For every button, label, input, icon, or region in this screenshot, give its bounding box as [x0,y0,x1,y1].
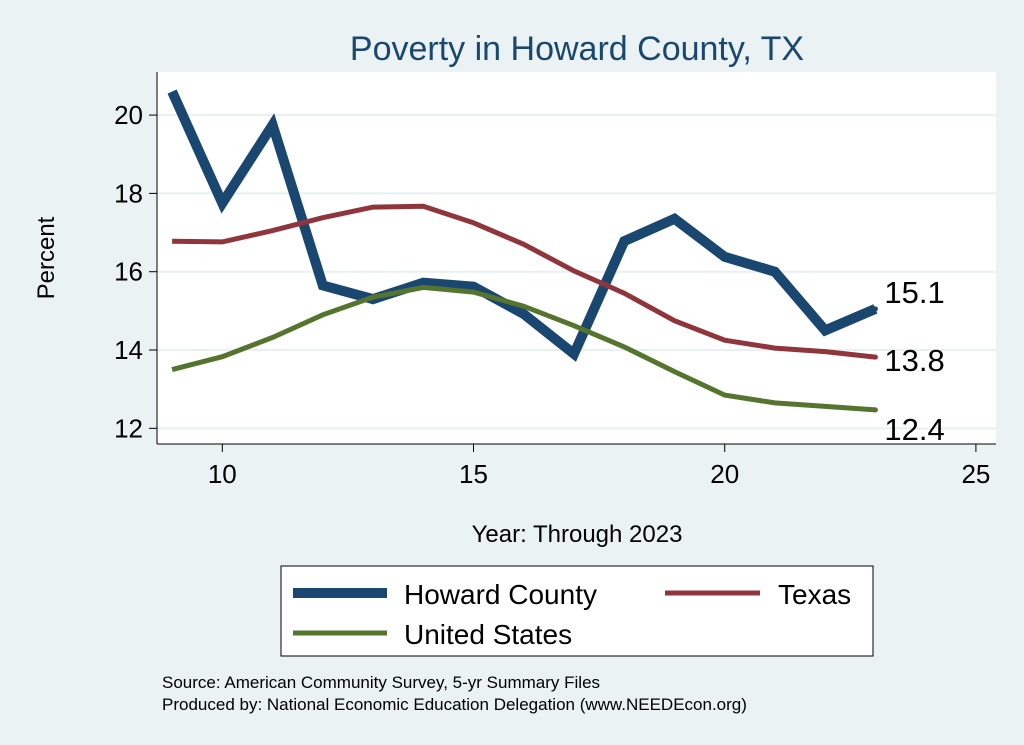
x-tick-label-20: 20 [710,459,739,489]
source-note: Source: American Community Survey, 5-yr … [162,673,600,692]
end-label-united-states: 12.4 [884,412,944,447]
y-tick-label-12: 12 [114,413,143,443]
series-group [167,89,878,413]
series-line-united-states [171,284,876,413]
produced-by-note: Produced by: National Economic Education… [162,695,747,714]
series-end-point-united-states [872,407,878,413]
plot-area [157,72,996,444]
end-label-texas: 13.8 [884,343,944,378]
y-tick-label-16: 16 [114,257,143,287]
y-axis-ticks: 12 14 16 18 20 [114,100,157,443]
x-axis-ticks: 10 15 20 25 [208,444,990,489]
chart-title: Poverty in Howard County, TX [350,30,804,68]
x-axis-label: Year: Through 2023 [472,521,683,548]
x-tick-label-15: 15 [459,459,488,489]
series-line-texas [172,203,876,360]
y-tick-label-14: 14 [114,335,143,365]
legend-box [280,565,874,657]
legend-label-texas: Texas [778,579,851,610]
y-tick-label-18: 18 [114,178,143,208]
y-axis-label: Percent [33,216,60,299]
series-end-point-howard-county [872,306,878,312]
series-line-howard-county [167,89,878,362]
legend: Howard County Texas United States [280,565,874,657]
end-label-howard-county: 15.1 [884,275,944,310]
legend-label-howard-county: Howard County [404,579,597,610]
end-labels: 15.1 13.8 12.4 [872,275,945,447]
x-tick-label-10: 10 [208,459,237,489]
x-tick-label-25: 25 [961,459,990,489]
legend-label-united-states: United States [404,619,572,650]
series-end-point-texas [872,354,878,360]
y-tick-label-20: 20 [114,100,143,130]
